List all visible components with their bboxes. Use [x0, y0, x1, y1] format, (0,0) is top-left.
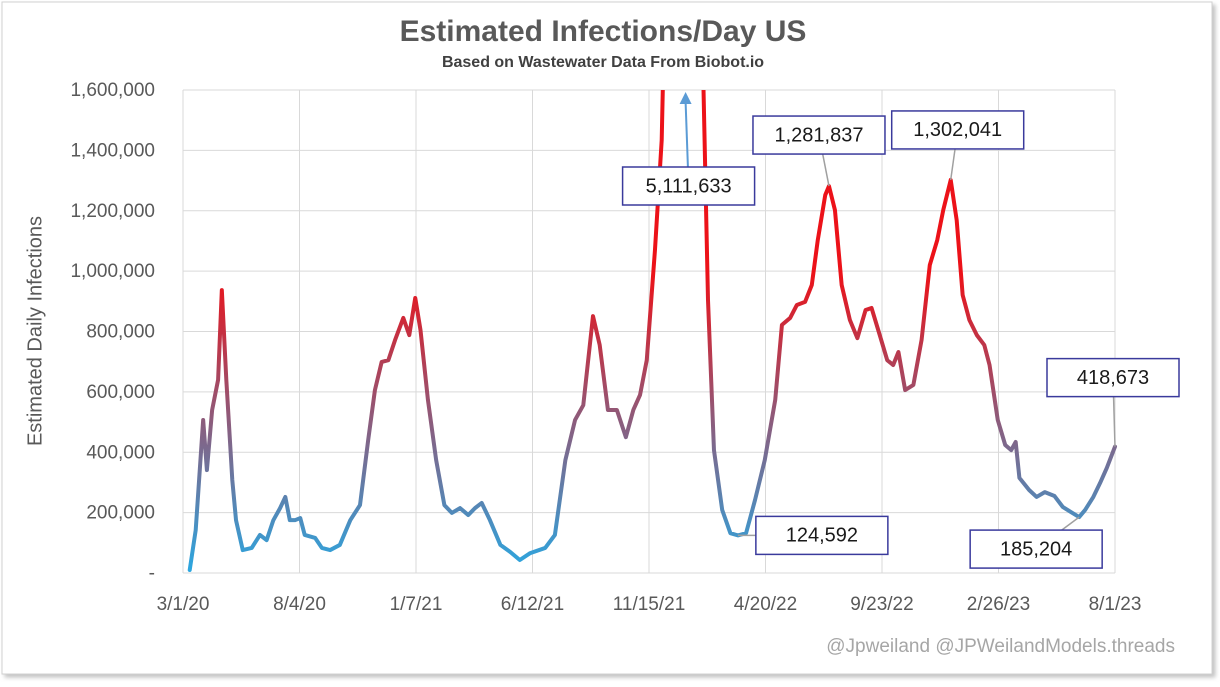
callout-box — [755, 515, 889, 556]
data-label: 5,111,633 — [646, 175, 732, 197]
x-tick-label: 2/26/23 — [967, 594, 1030, 615]
chart-subtitle: Based on Wastewater Data From Biobot.io — [442, 54, 764, 71]
y-tick-label: 1,200,000 — [70, 201, 155, 222]
y-axis-label: Estimated Daily Infections — [24, 216, 46, 446]
data-label: 418,673 — [1077, 367, 1149, 389]
x-tick-label: 11/15/21 — [613, 594, 686, 615]
x-tick-label: 6/12/21 — [501, 594, 564, 615]
y-tick-label: 1,000,000 — [70, 261, 155, 282]
data-label: 185,204 — [1000, 538, 1072, 560]
y-tick-label: 1,600,000 — [70, 80, 155, 101]
callout-box — [621, 166, 756, 206]
x-tick-label: 1/7/21 — [390, 594, 443, 615]
x-tick-label: 8/4/20 — [273, 594, 326, 615]
callout-arrowhead — [679, 92, 692, 104]
credit: @Jpweiland @JPWeilandModels.threads — [826, 636, 1175, 657]
callout-box — [890, 110, 1025, 150]
chart-title: Estimated Infections/Day US — [400, 15, 807, 48]
y-tick-label: 800,000 — [86, 322, 155, 343]
x-tick-label: 3/1/20 — [157, 594, 210, 615]
y-tick-label: 600,000 — [86, 382, 155, 403]
data-label: 1,281,837 — [774, 124, 863, 146]
y-tick-label: 400,000 — [86, 442, 155, 463]
x-tick-label: 9/23/22 — [850, 594, 913, 615]
y-tick-label: 200,000 — [86, 503, 155, 524]
x-tick-label: 4/20/22 — [734, 594, 797, 615]
callout-box — [1046, 357, 1180, 398]
callout-box — [752, 115, 886, 155]
y-tick-label: - — [149, 563, 155, 584]
data-line — [187, 90, 1117, 572]
data-label: 1,302,041 — [913, 119, 1002, 141]
callout-box — [969, 529, 1103, 569]
y-tick-label: 1,400,000 — [70, 140, 155, 161]
data-label: 124,592 — [786, 525, 858, 547]
x-tick-label: 8/1/23 — [1089, 594, 1142, 615]
